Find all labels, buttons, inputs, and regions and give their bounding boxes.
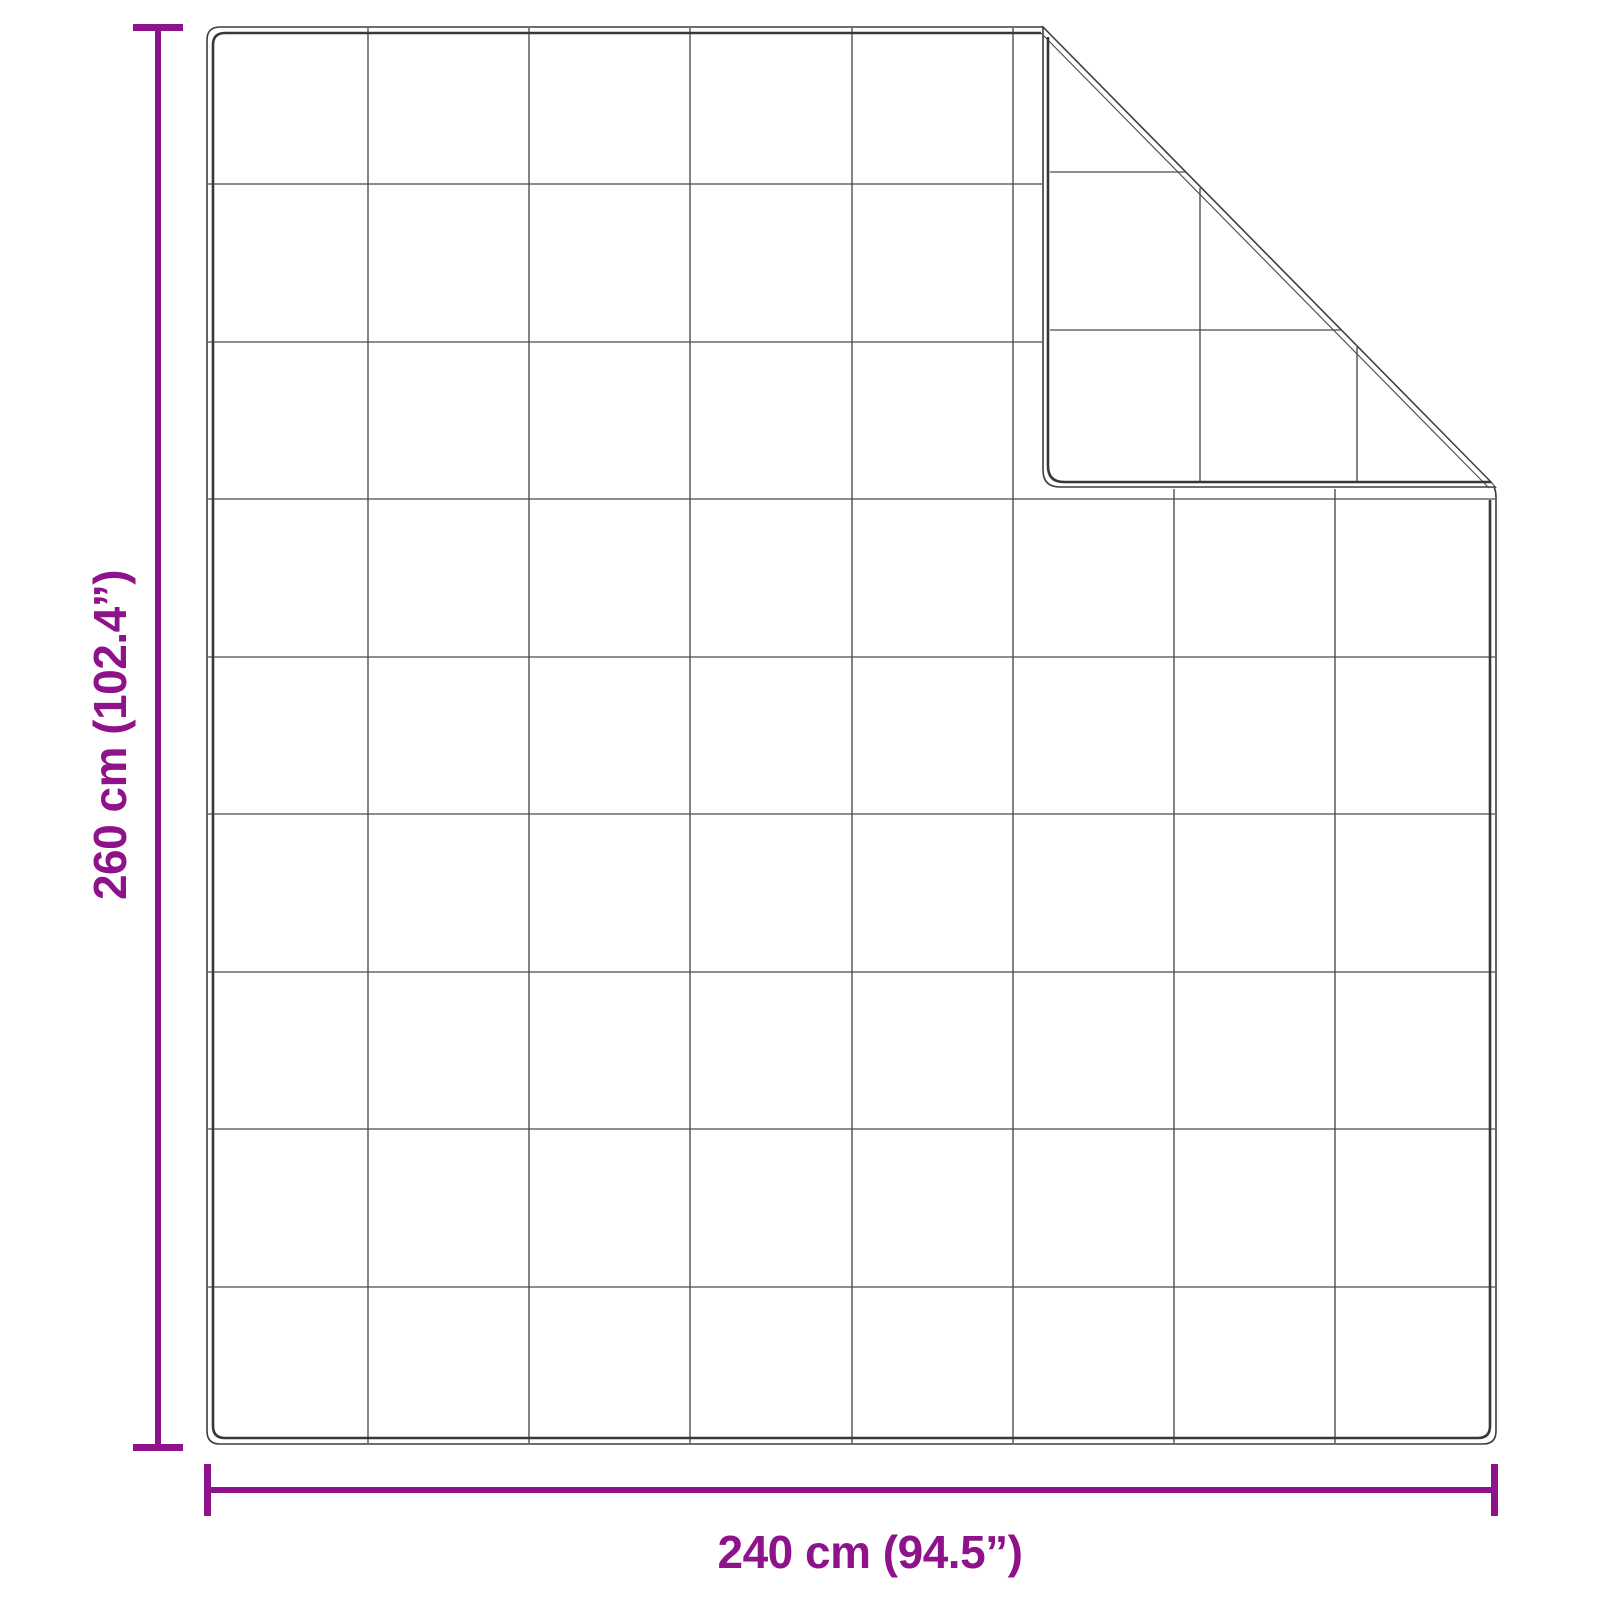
width-dimension-cap-right xyxy=(1491,1464,1498,1516)
fold-flap-face xyxy=(1042,25,1498,488)
fold-flap xyxy=(1040,25,1498,489)
fold-flap-seam-line xyxy=(1046,37,1491,484)
width-dimension-label: 240 cm (94.5”) xyxy=(717,1526,1023,1578)
width-dimension-cap-left xyxy=(204,1464,211,1516)
height-dimension-label: 260 cm (102.4”) xyxy=(84,569,136,901)
blanket-seam-line xyxy=(211,31,1492,1440)
fold-flap-grid xyxy=(1050,171,1358,481)
height-dimension-cap-bottom xyxy=(133,1444,183,1451)
fold-crease-line xyxy=(1040,32,1490,489)
height-dimension-cap-top xyxy=(133,24,183,31)
width-dimension-line xyxy=(207,1487,1495,1493)
quilt-grid xyxy=(208,28,1495,1443)
height-dimension-line xyxy=(155,27,161,1448)
